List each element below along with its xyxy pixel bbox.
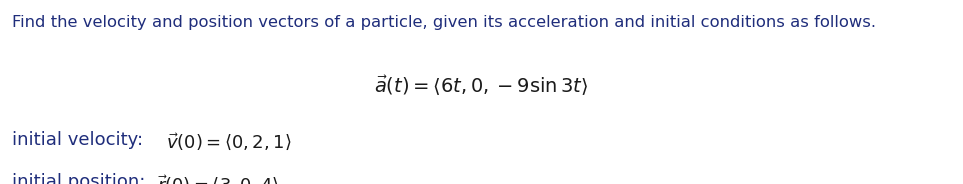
Text: $\vec{v}(0) = \langle 0, 2, 1\rangle$: $\vec{v}(0) = \langle 0, 2, 1\rangle$ — [166, 131, 291, 152]
Text: initial position:: initial position: — [12, 173, 150, 184]
Text: $\vec{a}(t) = \langle 6t, 0, -9\sin 3t\rangle$: $\vec{a}(t) = \langle 6t, 0, -9\sin 3t\r… — [375, 74, 588, 98]
Text: $\vec{r}(0) = \langle 3, 0, 4\rangle$: $\vec{r}(0) = \langle 3, 0, 4\rangle$ — [157, 173, 279, 184]
Text: initial velocity:: initial velocity: — [12, 131, 154, 149]
Text: Find the velocity and position vectors of a particle, given its acceleration and: Find the velocity and position vectors o… — [12, 15, 875, 30]
